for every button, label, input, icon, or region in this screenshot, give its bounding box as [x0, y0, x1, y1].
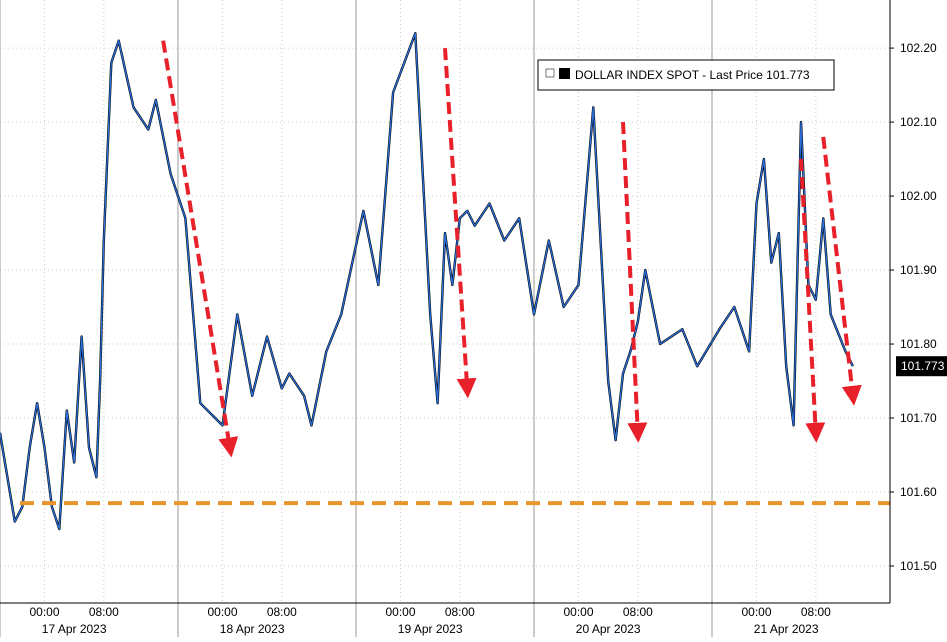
trend-arrow — [821, 136, 862, 406]
y-tick-label: 101.80 — [900, 337, 937, 351]
x-date-label: 17 Apr 2023 — [42, 622, 107, 636]
x-date-label: 18 Apr 2023 — [220, 622, 285, 636]
y-tick-label: 102.10 — [900, 115, 937, 129]
x-tick-label: 08:00 — [801, 605, 831, 619]
series-layer — [0, 32, 854, 531]
series-line — [0, 32, 854, 530]
x-tick-label: 00:00 — [207, 605, 237, 619]
y-tick-label: 102.20 — [900, 41, 937, 55]
last-price-label: 101.773 — [901, 359, 945, 373]
y-tick-label: 102.00 — [900, 189, 937, 203]
legend-swatch — [559, 68, 570, 79]
trend-arrow — [443, 47, 477, 399]
x-date-label: 21 Apr 2023 — [754, 622, 819, 636]
legend: DOLLAR INDEX SPOT - Last Price 101.773 — [537, 59, 835, 91]
x-tick-label: 08:00 — [445, 605, 475, 619]
trend-arrow — [799, 158, 826, 443]
trend-arrows — [161, 40, 862, 458]
trend-arrow — [621, 121, 648, 443]
legend-text: DOLLAR INDEX SPOT - Last Price 101.773 — [575, 68, 810, 82]
x-tick-label: 00:00 — [741, 605, 771, 619]
last-price-tag: 101.773 — [896, 356, 947, 377]
x-date-label: 20 Apr 2023 — [576, 622, 641, 636]
y-tick-label: 101.70 — [900, 411, 937, 425]
x-tick-label: 00:00 — [563, 605, 593, 619]
grid — [0, 0, 890, 637]
legend-toggle-icon[interactable] — [545, 68, 555, 78]
y-tick-label: 101.60 — [900, 485, 937, 499]
x-tick-label: 08:00 — [623, 605, 653, 619]
x-tick-label: 08:00 — [267, 605, 297, 619]
x-tick-label: 08:00 — [89, 605, 119, 619]
x-date-label: 19 Apr 2023 — [398, 622, 463, 636]
x-tick-label: 00:00 — [29, 605, 59, 619]
y-tick-label: 101.50 — [900, 559, 937, 573]
series-line-shadow — [0, 32, 854, 531]
y-tick-label: 101.90 — [900, 263, 937, 277]
x-tick-label: 00:00 — [385, 605, 415, 619]
trend-arrow — [161, 40, 239, 458]
